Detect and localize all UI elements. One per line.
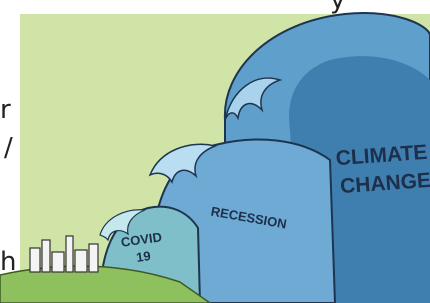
edge-text: r bbox=[0, 95, 11, 125]
edge-text: / bbox=[4, 133, 13, 163]
illustration: y r / h COVID 19 RECESSION CLIMATE CHANG… bbox=[0, 0, 430, 303]
edge-text: y bbox=[330, 0, 345, 15]
page: y r / h COVID 19 RECESSION CLIMATE CHANG… bbox=[0, 0, 430, 303]
edge-text: h bbox=[0, 247, 16, 277]
wave-label: 19 bbox=[135, 248, 151, 265]
